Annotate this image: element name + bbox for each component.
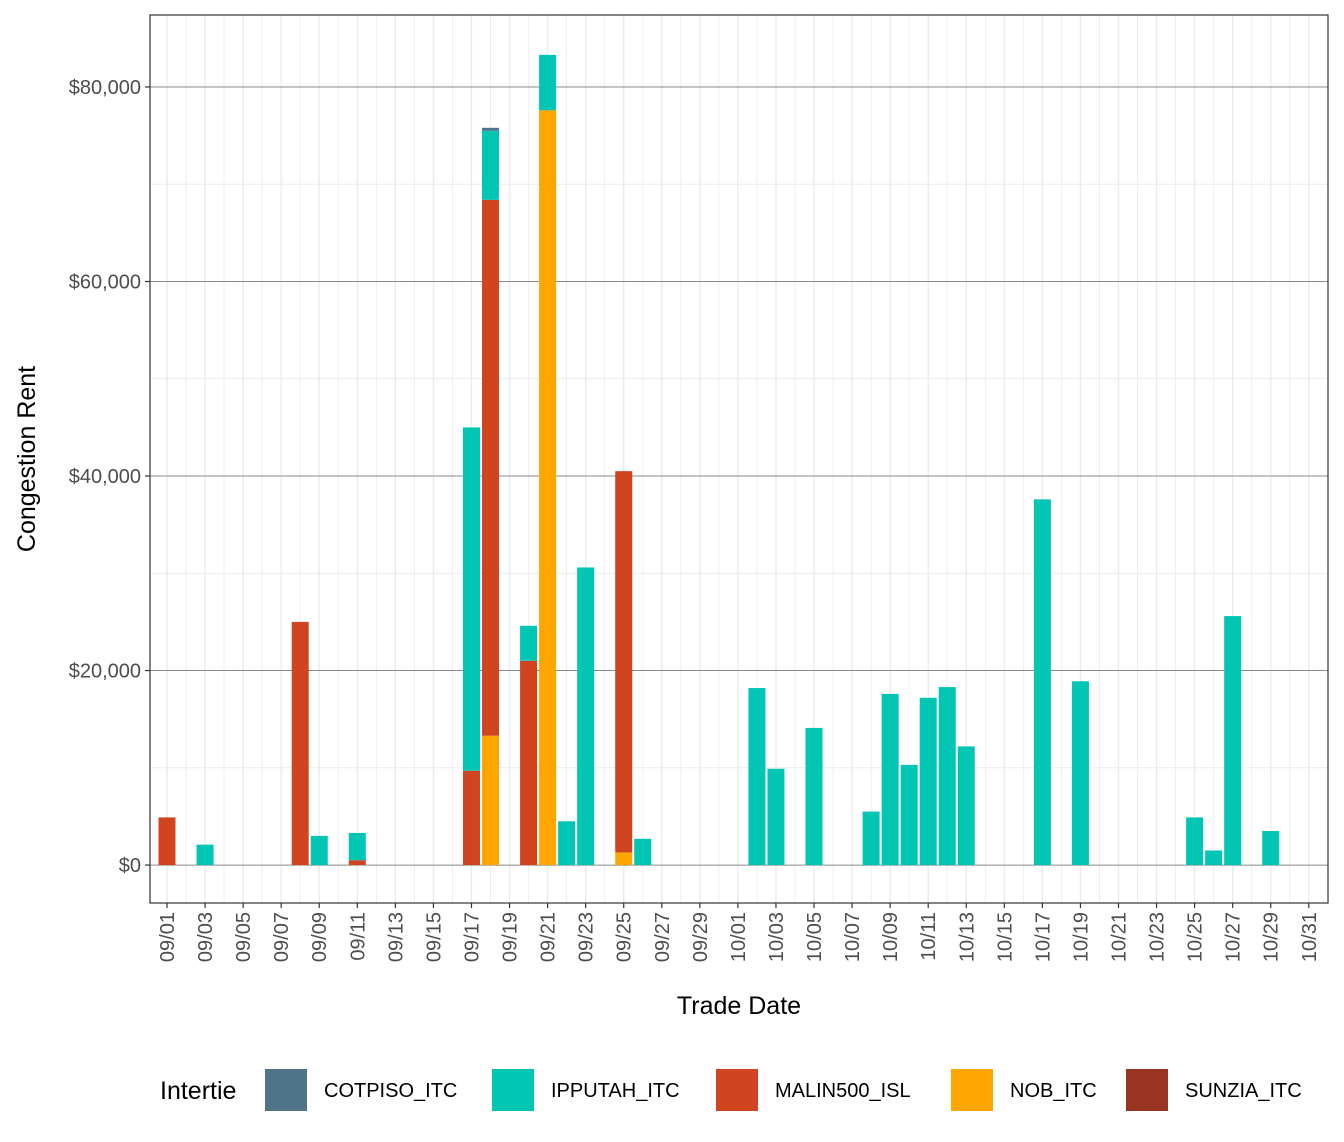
bar-ipputah_itc-10-13 (957, 746, 975, 866)
x-tick-label: 10/03 (766, 912, 788, 962)
x-tick-label: 10/29 (1261, 912, 1283, 962)
x-tick-label: 09/15 (423, 912, 445, 962)
bar-ipputah_itc-10-12 (938, 687, 956, 866)
x-axis-title: Trade Date (677, 992, 801, 1020)
legend-label: IPPUTAH_ITC (551, 1080, 680, 1102)
bar-malin500_isl-09-11 (348, 860, 366, 866)
bar-ipputah_itc-09-11 (348, 832, 366, 861)
bar-ipputah_itc-09-17 (462, 427, 480, 771)
bar-nob_itc-09-25 (615, 852, 633, 866)
bar-ipputah_itc-10-17 (1033, 499, 1051, 866)
bar-ipputah_itc-10-10 (900, 764, 918, 866)
legend: Intertie COTPISO_ITC IPPUTAH_ITC MALIN500_… (160, 1069, 1302, 1111)
bar-malin500_isl-09-18 (482, 199, 500, 736)
x-tick-label: 09/11 (347, 912, 369, 961)
x-tick-label: 10/09 (880, 912, 902, 962)
bar-ipputah_itc-10-11 (919, 697, 937, 866)
x-tick-label: 09/07 (271, 912, 293, 962)
bars (158, 54, 1280, 866)
bar-ipputah_itc-10-19 (1071, 681, 1089, 866)
bar-ipputah_itc-10-05 (805, 727, 823, 866)
x-tick-label: 09/29 (690, 912, 712, 962)
legend-label: NOB_ITC (1010, 1080, 1097, 1102)
bar-ipputah_itc-10-03 (767, 768, 785, 866)
x-tick-label: 10/01 (728, 912, 750, 962)
x-tick-label: 09/19 (500, 912, 522, 962)
x-tick-label: 10/21 (1109, 912, 1131, 962)
bar-ipputah_itc-09-18 (482, 130, 500, 200)
x-tick-label: 09/05 (233, 912, 255, 962)
x-tick-label: 09/13 (385, 912, 407, 962)
legend-label: COTPISO_ITC (324, 1080, 457, 1102)
x-tick-label: 10/05 (804, 912, 826, 962)
x-tick-label: 10/07 (842, 912, 864, 962)
legend-key-nob_itc (951, 1069, 993, 1111)
legend-key-ipputah_itc (492, 1069, 534, 1111)
bar-ipputah_itc-10-26 (1205, 850, 1223, 866)
bar-ipputah_itc-09-21 (539, 54, 557, 111)
legend-key-malin500_isl (716, 1069, 758, 1111)
bar-ipputah_itc-10-09 (881, 693, 899, 866)
bar-ipputah_itc-10-27 (1224, 616, 1242, 866)
legend-label: SUNZIA_ITC (1185, 1080, 1302, 1102)
y-tick-label: $80,000 (69, 77, 141, 99)
bar-malin500_isl-09-20 (520, 660, 538, 866)
legend-key-cotpiso_itc (265, 1069, 307, 1111)
x-tick-label: 10/27 (1223, 912, 1245, 962)
legend-label: MALIN500_ISL (775, 1080, 911, 1102)
x-tick-label: 10/23 (1147, 912, 1169, 962)
bar-malin500_isl-09-01 (158, 817, 176, 866)
x-tick-label: 10/15 (994, 912, 1016, 962)
panel-border (149, 14, 1329, 904)
plot-panel (150, 15, 1328, 903)
y-tick-label: $60,000 (69, 271, 141, 293)
bar-ipputah_itc-09-23 (577, 567, 595, 866)
bar-ipputah_itc-10-02 (748, 688, 766, 866)
bar-nob_itc-09-21 (539, 110, 557, 866)
y-tick-label: $40,000 (69, 466, 141, 488)
bar-ipputah_itc-09-22 (558, 821, 576, 866)
x-tick-label: 09/01 (157, 912, 179, 962)
bar-ipputah_itc-10-08 (862, 811, 880, 866)
x-tick-label: 10/13 (956, 912, 978, 962)
y-axis: $0 $20,000 $40,000 $60,000 $80,000 (69, 77, 150, 877)
bar-malin500_isl-09-08 (291, 621, 309, 866)
y-axis-title: Congestion Rent (13, 366, 41, 552)
bar-ipputah_itc-09-26 (634, 838, 652, 866)
x-tick-label: 10/11 (918, 912, 940, 961)
y-tick-label: $0 (119, 855, 141, 877)
legend-title: Intertie (160, 1077, 236, 1105)
bar-ipputah_itc-10-29 (1262, 831, 1280, 866)
bar-malin500_isl-09-25 (615, 471, 633, 853)
bar-ipputah_itc-09-09 (310, 835, 328, 866)
x-tick-label: 09/23 (576, 912, 598, 962)
x-axis: 09/01 09/03 09/05 09/07 09/09 09/11 09/13 09/15… (157, 903, 1321, 962)
bar-nob_itc-09-18 (482, 735, 500, 866)
bar-malin500_isl-09-17 (462, 770, 480, 866)
bar-ipputah_itc-10-25 (1186, 817, 1204, 866)
bar-ipputah_itc-09-20 (520, 625, 538, 661)
x-tick-label: 09/25 (614, 912, 636, 962)
bar-ipputah_itc-09-03 (196, 844, 214, 866)
x-tick-label: 09/17 (461, 912, 483, 962)
x-tick-label: 09/21 (538, 912, 560, 962)
legend-key-sunzia_itc (1126, 1069, 1168, 1111)
y-tick-label: $20,000 (69, 661, 141, 683)
bar-cotpiso_itc-09-18 (482, 127, 500, 131)
x-tick-label: 09/09 (309, 912, 331, 962)
x-tick-label: 09/27 (652, 912, 674, 962)
x-tick-label: 10/17 (1032, 912, 1054, 962)
x-tick-label: 10/31 (1299, 912, 1321, 962)
x-tick-label: 10/19 (1070, 912, 1092, 962)
x-tick-label: 09/03 (195, 912, 217, 962)
x-tick-label: 10/25 (1185, 912, 1207, 962)
